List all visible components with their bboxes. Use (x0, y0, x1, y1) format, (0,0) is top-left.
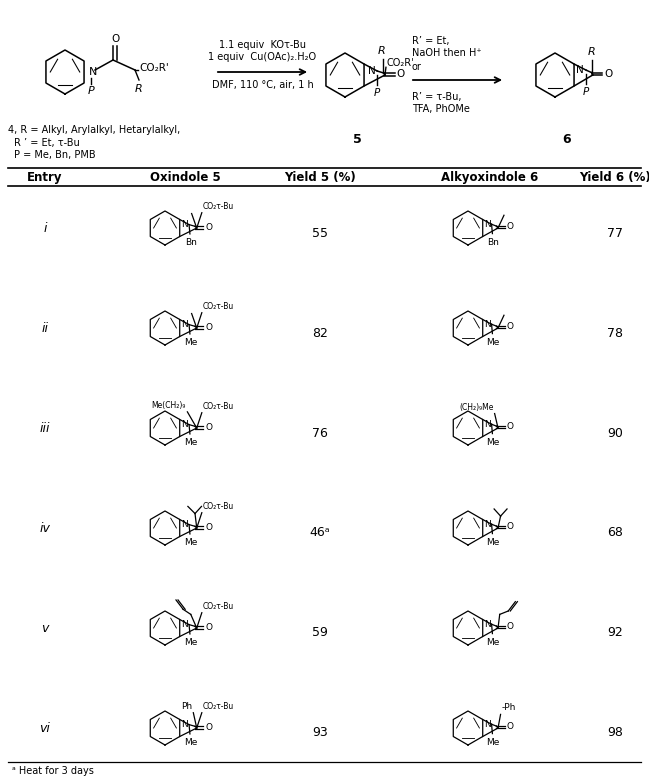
Text: N: N (89, 67, 97, 77)
Text: i: i (43, 221, 47, 234)
Text: vi: vi (40, 721, 51, 735)
Text: O: O (206, 723, 212, 731)
Text: O: O (507, 323, 513, 332)
Text: iv: iv (40, 521, 51, 534)
Text: Me: Me (184, 439, 197, 447)
Text: Ph: Ph (181, 702, 192, 710)
Text: O: O (507, 523, 513, 531)
Text: 68: 68 (607, 527, 623, 540)
Text: N: N (484, 520, 491, 529)
Text: N: N (367, 66, 375, 76)
Text: R’ = τ-Bu,: R’ = τ-Bu, (412, 92, 461, 102)
Text: Me: Me (184, 738, 197, 747)
Text: ᵃ Heat for 3 days: ᵃ Heat for 3 days (12, 766, 94, 776)
Text: Bn: Bn (487, 238, 499, 247)
Text: 1 equiv  Cu(OAc)₂.H₂O: 1 equiv Cu(OAc)₂.H₂O (208, 52, 317, 62)
Text: P = Me, Bn, PMB: P = Me, Bn, PMB (14, 150, 95, 160)
Text: N: N (484, 420, 491, 428)
Text: 98: 98 (607, 727, 623, 739)
Text: ii: ii (42, 322, 49, 334)
Text: 1.1 equiv  KOτ-Bu: 1.1 equiv KOτ-Bu (219, 40, 306, 50)
Text: R ’ = Et, τ-Bu: R ’ = Et, τ-Bu (14, 138, 80, 148)
Text: O: O (206, 523, 212, 531)
Text: N: N (576, 65, 584, 75)
Text: 55: 55 (312, 227, 328, 239)
Text: O: O (507, 422, 513, 432)
Text: DMF, 110 °C, air, 1 h: DMF, 110 °C, air, 1 h (212, 80, 313, 90)
Text: 76: 76 (312, 426, 328, 439)
Text: CO₂R': CO₂R' (387, 58, 415, 68)
Text: 46ᵃ: 46ᵃ (310, 527, 330, 540)
Text: Me: Me (487, 738, 500, 747)
Text: v: v (42, 622, 49, 635)
Text: R: R (588, 48, 596, 58)
Text: O: O (397, 69, 405, 79)
Text: TFA, PhOMe: TFA, PhOMe (412, 104, 470, 114)
Text: P: P (583, 86, 589, 97)
Text: O: O (111, 34, 119, 44)
Text: 93: 93 (312, 727, 328, 739)
Text: CO₂τ-Bu: CO₂τ-Bu (203, 202, 234, 210)
Text: Me: Me (487, 638, 500, 647)
Text: 77: 77 (607, 227, 623, 239)
Text: P: P (374, 87, 380, 97)
Text: CO₂R': CO₂R' (139, 63, 169, 73)
Text: O: O (507, 622, 513, 632)
Text: Yield 5 (%): Yield 5 (%) (284, 171, 356, 184)
Text: N: N (181, 320, 188, 329)
Text: N: N (181, 720, 188, 729)
Text: Me: Me (184, 338, 197, 347)
Text: 5: 5 (352, 133, 361, 146)
Text: O: O (206, 423, 212, 432)
Text: N: N (484, 220, 491, 229)
Text: 4, R = Alkyl, Arylalkyl, Hetarylalkyl,: 4, R = Alkyl, Arylalkyl, Hetarylalkyl, (8, 125, 180, 135)
Text: Me: Me (487, 438, 500, 447)
Text: NaOH then H⁺: NaOH then H⁺ (412, 48, 482, 58)
Text: 82: 82 (312, 326, 328, 340)
Text: R: R (135, 84, 143, 94)
Text: Me(CH₂)₉: Me(CH₂)₉ (151, 401, 186, 410)
Text: N: N (181, 520, 188, 529)
Text: 78: 78 (607, 326, 623, 340)
Text: CO₂τ-Bu: CO₂τ-Bu (203, 502, 234, 511)
Text: CO₂τ-Bu: CO₂τ-Bu (203, 402, 234, 411)
Text: O: O (206, 323, 212, 332)
Text: iii: iii (40, 421, 50, 435)
Text: or: or (412, 62, 422, 72)
Text: Entry: Entry (27, 171, 63, 184)
Text: 59: 59 (312, 626, 328, 640)
Text: Me: Me (487, 538, 500, 547)
Text: (CH₂)₉Me: (CH₂)₉Me (459, 403, 494, 411)
Text: O: O (206, 622, 212, 632)
Text: N: N (181, 620, 188, 629)
Text: Oxindole 5: Oxindole 5 (150, 171, 221, 184)
Text: -Ph: -Ph (502, 703, 516, 713)
Text: O: O (604, 69, 613, 79)
Text: CO₂τ-Bu: CO₂τ-Bu (203, 601, 234, 611)
Text: Alkyoxindole 6: Alkyoxindole 6 (441, 171, 539, 184)
Text: O: O (507, 223, 513, 231)
Text: R: R (378, 46, 386, 56)
Text: Me: Me (184, 638, 197, 647)
Text: N: N (484, 620, 491, 629)
Text: N: N (181, 220, 188, 229)
Text: CO₂τ-Bu: CO₂τ-Bu (203, 301, 234, 311)
Text: P: P (88, 86, 94, 96)
Text: Me: Me (184, 538, 197, 547)
Text: R’ = Et,: R’ = Et, (412, 36, 450, 46)
Text: 90: 90 (607, 426, 623, 439)
Text: Yield 6 (%): Yield 6 (%) (579, 171, 649, 184)
Text: Bn: Bn (185, 238, 197, 247)
Text: N: N (484, 720, 491, 729)
Text: N: N (484, 319, 491, 329)
Text: CO₂τ-Bu: CO₂τ-Bu (203, 702, 234, 710)
Text: 92: 92 (607, 626, 623, 640)
Text: Me: Me (487, 338, 500, 347)
Text: N: N (181, 420, 188, 429)
Text: O: O (507, 722, 513, 731)
Text: 6: 6 (563, 133, 571, 146)
Text: O: O (206, 223, 212, 231)
